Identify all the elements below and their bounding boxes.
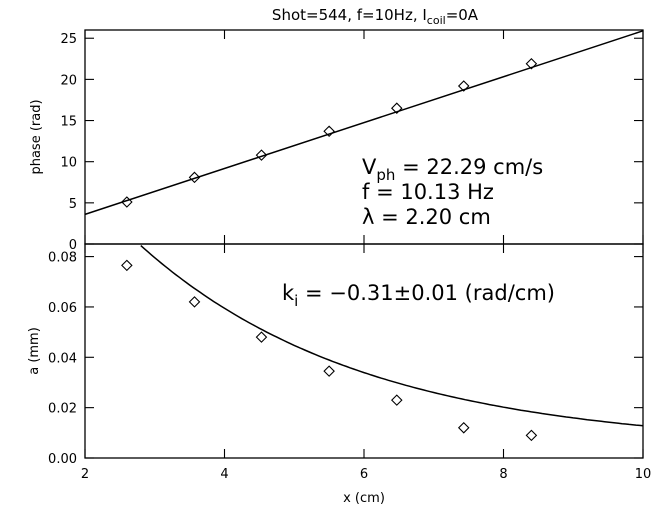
top-y-axis-title: phase (rad) (29, 99, 44, 174)
top-data-point (255, 149, 268, 161)
top-y-ticks: 0 5 10 15 20 25 (60, 32, 643, 253)
top-data-point (323, 125, 335, 138)
annotation-ki: ki = −0.31±0.01 (rad/cm) (282, 281, 555, 310)
annotation-vph: Vph = 22.29 cm/s (362, 155, 543, 184)
bottom-data-points (121, 259, 538, 442)
bottom-data-point (188, 296, 201, 308)
top-data-points (121, 57, 538, 208)
x-tick-label: 8 (499, 467, 507, 482)
bottom-data-point (457, 422, 470, 434)
x-tick-label: 4 (220, 467, 228, 482)
top-data-point (121, 196, 133, 208)
x-tick-label: 6 (360, 467, 368, 482)
bottom-data-point (121, 259, 133, 272)
bottom-panel: 0.00 0.02 0.04 0.06 0.08 2 4 6 8 10 a (mm) x (cm… (27, 243, 651, 506)
x-axis-title: x (cm) (343, 491, 385, 506)
bottom-y-axis-title: a (mm) (27, 327, 42, 375)
top-y-tick-label: 10 (60, 156, 77, 171)
top-data-point (391, 102, 403, 114)
bottom-y-tick-label: 0.04 (48, 351, 77, 366)
bottom-data-point (525, 429, 538, 442)
top-y-tick-label: 0 (69, 238, 77, 253)
bottom-x-ticks: 2 4 6 8 10 (81, 244, 651, 482)
top-data-point (525, 57, 538, 70)
chart-title: Shot=544, f=10Hz, Icoil=0A (272, 6, 479, 27)
bottom-data-point (255, 331, 268, 343)
x-tick-label: 2 (81, 467, 89, 482)
annotation-wavelength: λ = 2.20 cm (362, 205, 491, 229)
bottom-plot-frame (84, 243, 644, 459)
bottom-data-point (323, 365, 335, 377)
top-y-tick-label: 20 (60, 73, 77, 88)
x-tick-label: 10 (635, 467, 652, 482)
bottom-y-tick-label: 0.02 (48, 402, 77, 417)
top-linear-fit-line (84, 30, 644, 216)
bottom-y-ticks: 0.00 0.02 0.04 0.06 0.08 (48, 251, 643, 467)
annotation-frequency: f = 10.13 Hz (362, 180, 494, 204)
bottom-data-point (391, 394, 403, 406)
bottom-exponential-fit-line (140, 245, 644, 427)
top-y-tick-label: 15 (60, 115, 77, 130)
bottom-y-tick-label: 0.06 (48, 301, 77, 316)
top-y-tick-label: 5 (69, 197, 77, 212)
top-data-point (188, 171, 201, 184)
top-data-point (457, 80, 470, 92)
bottom-y-tick-label: 0.08 (48, 251, 77, 266)
top-y-tick-label: 25 (60, 32, 77, 47)
bottom-y-tick-label: 0.00 (48, 452, 77, 467)
